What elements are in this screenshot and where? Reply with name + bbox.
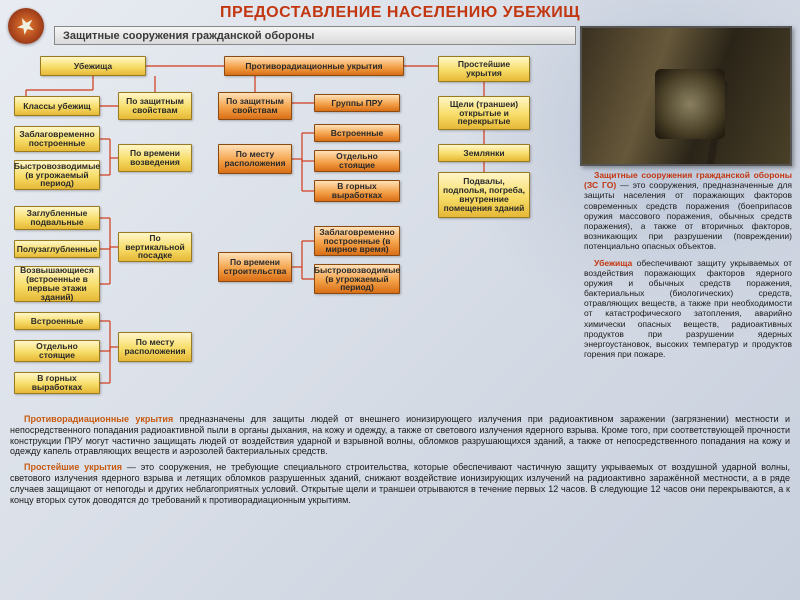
sidebar-p2-body: обеспечивают защиту укрываемых от воздей… — [584, 258, 792, 360]
node-bp3: По времени строительства — [218, 252, 292, 282]
node-h3: Простейшие укрытия — [438, 56, 530, 82]
node-bp2: По месту расположения — [218, 144, 292, 174]
page-title: ПРЕДОСТАВЛЕНИЕ НАСЕЛЕНИЮ УБЕЖИЩ — [0, 4, 800, 22]
node-b5: Заблаговременно построенные (в мирное вр… — [314, 226, 400, 256]
node-a8: Отдельно стоящие — [14, 340, 100, 362]
node-ap4: По месту расположения — [118, 332, 192, 362]
node-a5: Полузаглубленные — [14, 240, 100, 258]
node-ap1: По защитным свойствам — [118, 92, 192, 120]
classification-chart: Убежища Противорадиационные укрытия Просте… — [6, 50, 568, 412]
node-ap2: По времени возведения — [118, 144, 192, 172]
bottom-p2: Простейшие укрытия — это сооружения, не … — [10, 462, 790, 505]
node-a4: Заглубленные подвальные — [14, 206, 100, 230]
node-h2: Противорадиационные укрытия — [224, 56, 404, 76]
node-b3: Отдельно стоящие — [314, 150, 400, 172]
node-a6: Возвышающиеся (встроенные в первые этажи… — [14, 266, 100, 302]
node-ap3: По вертикальной посадке — [118, 232, 192, 262]
node-c2: Землянки — [438, 144, 530, 162]
node-a7: Встроенные — [14, 312, 100, 330]
photo-tunnel — [655, 69, 725, 139]
subtitle-bar: Защитные сооружения гражданской обороны — [54, 26, 576, 45]
lead-simple: Простейшие укрытия — [24, 462, 122, 472]
bottom-text: Противорадиационные укрытия предназначен… — [10, 414, 790, 510]
node-b1: Группы ПРУ — [314, 94, 400, 112]
sidebar-text: Защитные сооружения гражданской обороны … — [584, 170, 792, 365]
node-b2: Встроенные — [314, 124, 400, 142]
infographic-page: ПРЕДОСТАВЛЕНИЕ НАСЕЛЕНИЮ УБЕЖИЩ Защитные… — [0, 0, 800, 600]
node-b6: Быстровозводимые (в угрожаемый период) — [314, 264, 400, 294]
node-c1: Щели (траншеи) открытые и перекрытые — [438, 96, 530, 130]
node-b4: В горных выработках — [314, 180, 400, 202]
sidebar-p1: Защитные сооружения гражданской обороны … — [584, 170, 792, 252]
node-a1: Классы убежищ — [14, 96, 100, 116]
node-a3: Быстровозводимые (в угрожаемый период) — [14, 160, 100, 190]
sidebar-p1-body: — это сооружения, предназначенные для за… — [584, 180, 792, 251]
node-bp1: По защитным свойствам — [218, 92, 292, 120]
node-c3: Подвалы, подполья, погреба, внутренние п… — [438, 172, 530, 218]
sidebar-p2: Убежища обеспечивают защиту укрываемых о… — [584, 258, 792, 360]
bottom-p2-body: — это сооружения, не требующие специальн… — [10, 462, 790, 504]
node-a9: В горных выработках — [14, 372, 100, 394]
node-h1: Убежища — [40, 56, 146, 76]
lead-ubezhischa: Убежища — [594, 258, 632, 268]
bottom-p1: Противорадиационные укрытия предназначен… — [10, 414, 790, 457]
lead-pru: Противорадиационные укрытия — [24, 414, 173, 424]
shelter-photo — [580, 26, 792, 166]
node-a2: Заблаговременно построенные — [14, 126, 100, 152]
